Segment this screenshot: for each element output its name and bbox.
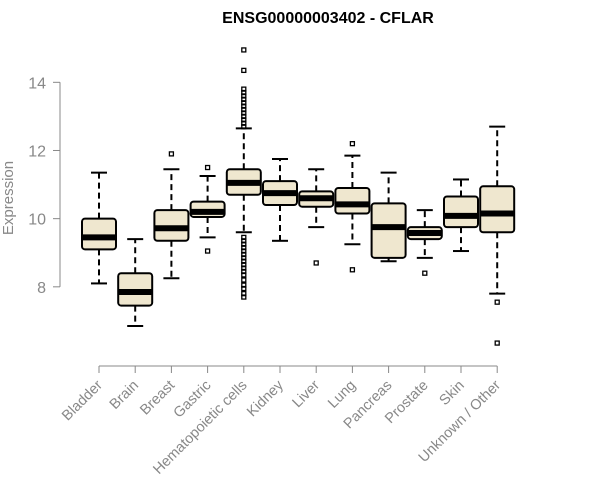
box-pancreas <box>370 171 407 263</box>
outlier-point <box>241 277 247 283</box>
x-tick-label: Skin <box>437 378 468 409</box>
iqr-box <box>443 195 479 229</box>
box-kidney <box>262 158 298 242</box>
boxes-group <box>81 47 516 346</box>
outlier-point <box>204 248 211 254</box>
box-hematopoietic-cells <box>225 47 262 300</box>
outlier-point <box>168 151 175 157</box>
box-brain <box>117 238 154 328</box>
box-unknown-other <box>479 125 516 346</box>
x-tick-label: Liver <box>289 377 323 411</box>
iqr-box <box>370 202 407 259</box>
y-tick-label: 10 <box>28 212 46 229</box>
box-liver <box>298 168 335 266</box>
box-bladder <box>81 171 117 285</box>
outlier-point <box>241 67 247 74</box>
iqr-box <box>81 217 117 251</box>
box-breast <box>153 151 190 280</box>
outlier-point <box>422 270 428 276</box>
iqr-box <box>479 185 516 234</box>
y-axis: 8 10 12 14 <box>28 75 61 297</box>
box-lung <box>334 141 371 273</box>
y-tick-label: 14 <box>28 75 46 92</box>
y-tick-label: 8 <box>37 280 46 297</box>
y-tick-label: 12 <box>28 143 46 160</box>
outlier-point <box>241 234 247 241</box>
outlier-point <box>204 164 211 171</box>
outlier-point <box>241 86 247 92</box>
outlier-point <box>241 290 247 297</box>
chart-title: ENSG00000003402 - CFLAR <box>222 10 434 27</box>
box-prostate <box>406 209 443 276</box>
outlier-point <box>313 260 319 266</box>
outlier-point <box>241 282 247 288</box>
x-tick-label: Bladder <box>59 377 106 424</box>
box-gastric <box>189 164 226 254</box>
outlier-point <box>241 47 247 53</box>
iqr-box <box>334 186 371 215</box>
outlier-point <box>349 141 356 147</box>
x-tick-label: Kidney <box>244 377 287 420</box>
outlier-point <box>494 340 500 346</box>
box-skin <box>443 178 479 253</box>
y-axis-label: Expression <box>0 161 17 235</box>
outlier-point <box>494 299 500 305</box>
outlier-point <box>349 267 356 273</box>
